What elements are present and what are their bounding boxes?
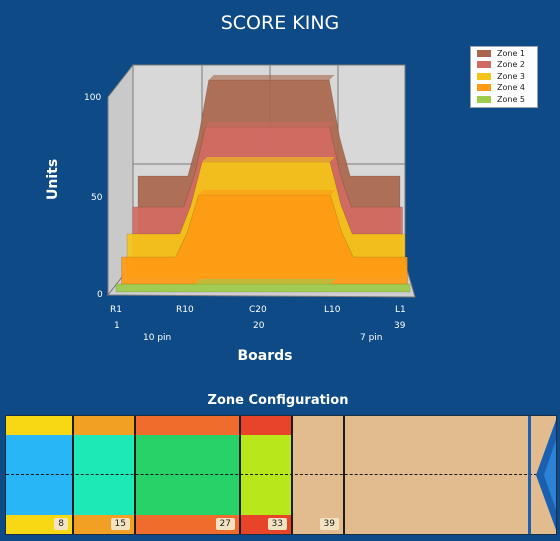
series-zone-3-top [202,157,335,162]
zone-4-board-number: 33 [267,518,287,530]
y-tick-100: 100 [84,93,102,103]
x-tick-c20: C20 [249,305,267,315]
zone-4-block[interactable]: 33 [241,416,293,534]
chart-legend: Zone 1 Zone 2 Zone 3 Zone 4 Zone 5 [470,46,538,108]
lane-diagram[interactable]: 8 15 27 33 39 [5,415,557,535]
zone-4-top-band [241,416,293,435]
zone-1-block[interactable]: 8 [6,416,74,534]
score-chart [106,63,416,298]
lane-center-line [6,474,542,475]
x-tick-l1-sub: 39 [394,321,406,331]
y-tick-0: 0 [97,290,103,300]
legend-label: Zone 3 [497,71,525,81]
chart-series [115,75,411,293]
legend-label: Zone 4 [497,83,525,93]
legend-label: Zone 2 [497,60,525,70]
x-axis-title: Boards [237,348,293,364]
legend-item-zone-4: Zone 4 [477,83,537,94]
legend-item-zone-1: Zone 1 [477,48,537,59]
x-tick-r10: R10 [176,305,194,315]
legend-swatch [477,95,491,103]
foul-line [528,416,531,534]
zone-5-divider [343,416,345,534]
zone-1-mid [6,435,74,515]
app-title: SCORE KING [220,12,340,34]
zone-5-mid [293,435,345,515]
legend-item-zone-3: Zone 3 [477,71,537,82]
pin-marker-7: 7 pin [360,333,383,343]
x-tick-l10: L10 [324,305,341,315]
zone-2-board-number: 15 [110,518,130,530]
legend-item-zone-2: Zone 2 [477,60,537,71]
x-tick-c20-sub: 20 [253,321,265,331]
legend-item-zone-5: Zone 5 [477,94,537,105]
series-zone-4-top [198,190,336,195]
legend-swatch [477,84,491,92]
x-tick-r1-sub: 1 [114,321,120,331]
y-tick-50: 50 [91,193,103,203]
series-zone-5 [115,283,411,293]
zone-3-bottom-band [136,515,241,534]
zone-4-divider [291,416,293,534]
zone-3-mid [136,435,241,515]
zone-3-top-band [136,416,241,435]
series-zone-5-top [195,279,336,284]
zone-5-board-number: 39 [319,518,339,530]
x-tick-l1: L1 [395,305,406,315]
legend-label: Zone 5 [497,94,525,104]
zone-1-board-number: 8 [54,518,68,530]
zone-3-board-number: 27 [215,518,235,530]
y-axis-title: Units [45,158,61,200]
legend-swatch [477,61,491,69]
zone-config-title: Zone Configuration [207,393,349,408]
zone-5-top-band [293,416,345,435]
zone-4-mid [241,435,293,515]
x-tick-r1: R1 [110,305,122,315]
zone-2-block[interactable]: 15 [74,416,136,534]
legend-label: Zone 1 [497,48,525,58]
zone-1-top-band [6,416,74,435]
series-zone-2-top [205,122,335,127]
legend-swatch [477,72,491,80]
lane-arrow-icon [536,420,556,530]
zone-1-divider [72,416,74,534]
zone-2-mid [74,435,136,515]
zone-2-top-band [74,416,136,435]
series-zone-1-top [208,75,335,80]
zone-5-block[interactable]: 39 [293,416,345,534]
zone-2-divider [134,416,136,534]
pin-marker-10: 10 pin [143,333,172,343]
zone-3-block[interactable]: 27 [136,416,241,534]
legend-swatch [477,49,491,57]
zone-3-divider [239,416,241,534]
